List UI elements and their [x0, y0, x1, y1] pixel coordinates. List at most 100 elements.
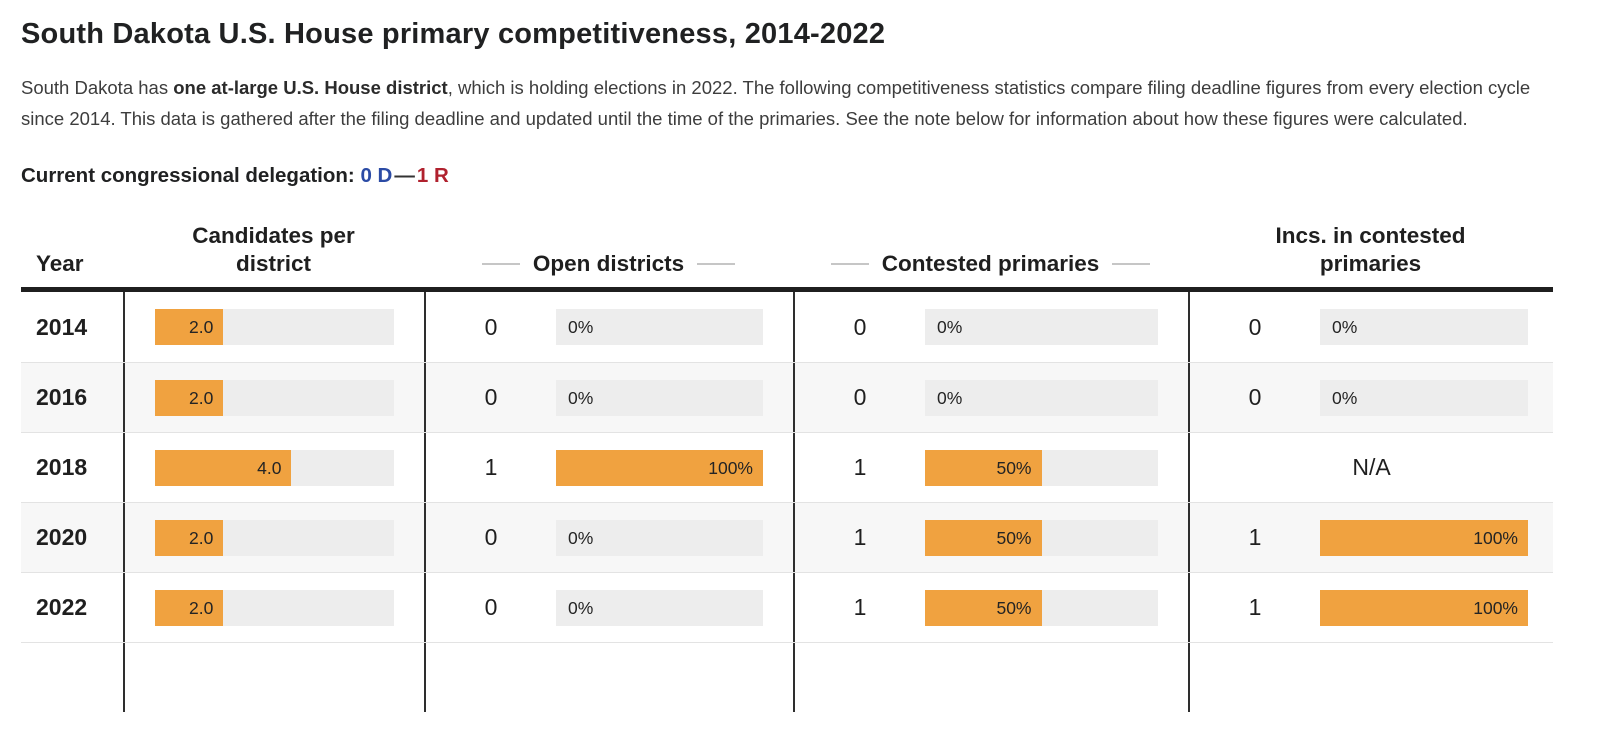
bar-fill	[155, 309, 224, 345]
bar-value-label: 2.0	[189, 387, 214, 408]
open-districts-cell: 0 0%	[424, 573, 793, 642]
incs-contested-cell: 0 0%	[1188, 363, 1553, 432]
incs-bar: 0%	[1320, 309, 1528, 345]
incs-contested-cell: 1 100%	[1188, 503, 1553, 572]
year-cell: 2014	[36, 313, 88, 340]
open-count: 0	[484, 594, 498, 620]
column-header-contested-label: Contested primaries	[881, 251, 1100, 276]
delegation-separator: —	[394, 164, 415, 187]
bar-value-label: 0%	[568, 387, 594, 408]
intro-text-bold: one at-large U.S. House district	[173, 77, 448, 98]
bar-value-label: 50%	[996, 527, 1032, 548]
spacer-cell	[424, 643, 793, 712]
delegation-dem-count: 0 D	[360, 164, 393, 187]
incs-count: 0	[1248, 313, 1262, 340]
incs-bar: 0%	[1320, 379, 1528, 416]
page: South Dakota U.S. House primary competit…	[21, 18, 1553, 712]
year-cell: 2018	[36, 454, 88, 480]
competitiveness-table: Year Candidates per district Open distri…	[21, 222, 1553, 712]
bar-value-label: 0%	[937, 317, 963, 337]
incs-count: 1	[1248, 524, 1262, 550]
candidates-bar: 2.0	[155, 519, 394, 556]
contested-primaries-cell: 0 0%	[793, 363, 1188, 432]
column-header-candidates: Candidates per district	[123, 222, 424, 278]
candidates-bar: 2.0	[155, 379, 394, 416]
spacer-cell	[1188, 643, 1553, 712]
open-bar: 0%	[556, 589, 763, 626]
na-label: N/A	[1352, 454, 1391, 480]
incs-contested-cell: 0 0%	[1188, 292, 1553, 362]
open-bar: 0%	[556, 519, 763, 556]
table-body: 2014 2.0 0 0% 0	[21, 292, 1553, 712]
bar-value-label: 0%	[937, 387, 963, 408]
open-count: 0	[484, 313, 498, 340]
bar-value-label: 0%	[568, 317, 594, 337]
incs-count: 0	[1248, 384, 1262, 410]
bar-value-label: 0%	[568, 527, 594, 548]
open-bar: 100%	[556, 449, 763, 486]
bar-value-label: 100%	[1473, 527, 1518, 548]
bar-value-label: 0%	[1332, 317, 1358, 337]
open-count: 0	[484, 384, 498, 410]
bar-value-label: 50%	[996, 597, 1032, 618]
bar-value-label: 100%	[1473, 597, 1518, 618]
header-dash-icon	[1112, 263, 1151, 265]
bar-fill	[155, 519, 224, 556]
column-header-incs-label: Incs. in contested primaries	[1275, 223, 1466, 276]
bar-fill	[155, 379, 224, 416]
table-header-row: Year Candidates per district Open distri…	[21, 222, 1553, 292]
bar-value-label: 0%	[568, 597, 594, 618]
bar-value-label: 4.0	[257, 457, 282, 478]
contested-count: 0	[853, 384, 867, 410]
contested-primaries-cell: 1 50%	[793, 503, 1188, 572]
open-districts-cell: 0 0%	[424, 292, 793, 362]
candidates-cell: 2.0	[123, 292, 424, 362]
delegation-line: Current congressional delegation: 0 D—1 …	[21, 164, 1552, 188]
candidates-cell: 2.0	[123, 573, 424, 642]
page-title: South Dakota U.S. House primary competit…	[21, 18, 886, 50]
open-districts-cell: 1 100%	[424, 433, 793, 502]
bar-fill	[155, 589, 224, 626]
candidates-cell: 2.0	[123, 363, 424, 432]
candidates-bar: 2.0	[155, 589, 394, 626]
incs-contested-cell: 1 100%	[1188, 573, 1553, 642]
bar-value-label: 100%	[708, 457, 753, 478]
spacer-cell	[21, 643, 123, 712]
open-districts-cell: 0 0%	[424, 503, 793, 572]
candidates-cell: 4.0	[123, 433, 424, 502]
year-cell: 2020	[36, 524, 88, 550]
contested-count: 0	[853, 313, 867, 340]
bar-value-label: 2.0	[189, 597, 214, 618]
incs-contested-cell-na: N/A	[1188, 433, 1553, 502]
table-row-2022: 2022 2.0 0 0% 1	[21, 572, 1553, 642]
table-row-2018: 2018 4.0 1 100% 1	[21, 432, 1553, 502]
incs-bar: 100%	[1320, 519, 1528, 556]
bar-fill	[925, 589, 1042, 626]
column-header-year: Year	[36, 251, 84, 276]
header-dash-icon	[697, 263, 736, 265]
table-row-2016: 2016 2.0 0 0% 0	[21, 362, 1553, 432]
intro-text-post: , which is holding elections in 2022. Th…	[21, 77, 1531, 129]
contested-bar: 0%	[925, 379, 1158, 416]
incs-count: 1	[1248, 594, 1262, 620]
contested-bar: 0%	[925, 309, 1158, 345]
contested-count: 1	[853, 524, 867, 550]
bar-fill	[1320, 519, 1528, 556]
column-header-candidates-label: Candidates per district	[192, 223, 355, 276]
contested-bar: 50%	[925, 589, 1158, 626]
bar-fill	[925, 449, 1042, 486]
contested-bar: 50%	[925, 449, 1158, 486]
incs-bar: 100%	[1320, 589, 1528, 626]
open-bar: 0%	[556, 309, 763, 345]
bar-value-label: 50%	[996, 457, 1032, 478]
column-header-open: Open districts	[424, 250, 793, 278]
intro-paragraph: South Dakota has one at-large U.S. House…	[21, 72, 1541, 134]
bar-value-label: 2.0	[189, 527, 214, 548]
spacer-cell	[793, 643, 1188, 712]
column-header-incs: Incs. in contested primaries	[1188, 222, 1553, 278]
header-dash-icon	[481, 263, 520, 265]
table-divider-stub-row	[21, 642, 1553, 712]
bar-fill	[1320, 589, 1528, 626]
bar-value-label: 2.0	[189, 317, 214, 337]
bar-fill	[925, 519, 1042, 556]
